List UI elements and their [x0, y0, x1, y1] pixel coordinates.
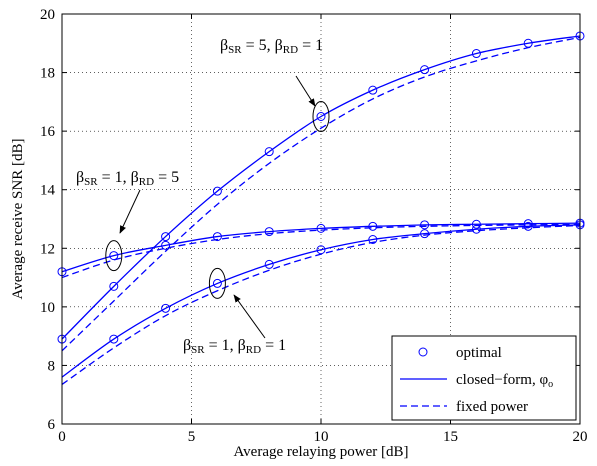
optimal-point: [109, 281, 119, 291]
x-axis-label: Average relaying power [dB]: [233, 444, 408, 460]
optimal-point: [316, 223, 326, 233]
y-tick-label: 6: [48, 417, 56, 433]
fixed-power-line-1: [61, 223, 581, 279]
optimal-point: [368, 221, 378, 231]
optimal-point: [471, 49, 481, 59]
annotation-subscript: RD: [246, 344, 261, 356]
closed-form-line-2: [61, 224, 581, 378]
annotation-text: = 5, β: [242, 37, 283, 54]
annotation-sr1-rd1-arrow: [233, 294, 266, 339]
optimal-point: [161, 303, 171, 313]
optimal-point: [264, 147, 274, 157]
annotation-text: = 1: [261, 337, 286, 354]
y-tick-label: 16: [40, 124, 56, 140]
legend-subscript: o: [548, 379, 553, 390]
annotation-text: = 1, β: [98, 169, 139, 186]
x-tick-label: 5: [188, 429, 196, 445]
optimal-point: [161, 240, 171, 250]
annotation-subscript: SR: [191, 344, 205, 356]
optimal-point: [368, 85, 378, 95]
optimal-point: [109, 334, 119, 344]
legend-label: fixed power: [456, 399, 528, 415]
y-axis-label: Average receive SNR [dB]: [10, 139, 26, 300]
optimal-point: [523, 221, 533, 231]
optimal-point: [161, 232, 171, 242]
ticks: 0 5 10 15 20 6 8 10 12 14 16 18 20: [40, 7, 588, 445]
annotation-sr5-rd1-arrow: [295, 75, 316, 107]
annotation-sr5-rd1-label: βSR = 5, βRD = 1: [220, 37, 323, 56]
annotation-subscript: SR: [84, 176, 98, 188]
optimal-point: [264, 259, 274, 269]
annotation-sr1-rd5-ellipse: [105, 240, 123, 272]
optimal-point: [420, 220, 430, 230]
annotation-text: β: [76, 169, 84, 186]
optimal-point: [212, 186, 222, 196]
annotation-text: = 5: [154, 169, 179, 186]
annotation-sr5-rd1-ellipse: [312, 101, 330, 132]
legend-label: closed−form, φo: [456, 372, 553, 390]
x-tick-label: 20: [573, 429, 588, 445]
optimal-point: [264, 227, 274, 237]
y-tick-label: 20: [40, 7, 55, 23]
optimal-point: [212, 278, 222, 288]
x-tick-label: 0: [58, 429, 66, 445]
optimal-point: [109, 251, 119, 261]
y-tick-label: 8: [48, 358, 56, 374]
annotation-sr1-rd1-ellipse: [208, 267, 226, 299]
closed-form-line-0: [61, 35, 581, 340]
annotation-text: β: [220, 37, 228, 54]
optimal-point: [471, 219, 481, 229]
y-tick-label: 14: [40, 183, 56, 199]
optimal-point: [368, 235, 378, 244]
optimal-point: [420, 65, 430, 75]
legend: optimal closed−form, φo fixed power: [391, 335, 577, 421]
optimal-point: [316, 245, 326, 255]
annotation-text: = 1, β: [205, 337, 246, 354]
optimal-point: [316, 112, 326, 121]
optimal-point: [471, 224, 481, 234]
annotation-sr1-rd5-label: βSR = 1, βRD = 5: [76, 169, 179, 188]
annotation-sr1-rd1-label: βSR = 1, βRD = 1: [183, 337, 286, 356]
annotation-subscript: RD: [139, 176, 154, 188]
optimal-point: [420, 229, 430, 239]
annotation-subscript: SR: [228, 44, 242, 56]
closed-form-line-1: [61, 222, 581, 273]
optimal-point: [523, 38, 533, 48]
annotation-sr1-rd5-arrow: [119, 189, 141, 234]
y-tick-label: 18: [40, 66, 55, 82]
y-tick-label: 10: [40, 300, 55, 316]
y-tick-label: 12: [40, 241, 55, 257]
annotation-subscript: RD: [283, 44, 298, 56]
legend-marker-optimal: [418, 347, 428, 357]
legend-label: optimal: [456, 345, 502, 361]
x-tick-label: 10: [314, 429, 329, 445]
x-tick-label: 15: [443, 429, 458, 445]
annotation-text: = 1: [298, 37, 323, 54]
fixed-power-line-0: [61, 36, 581, 352]
annotation-text: β: [183, 337, 191, 354]
optimal-point: [212, 232, 222, 242]
